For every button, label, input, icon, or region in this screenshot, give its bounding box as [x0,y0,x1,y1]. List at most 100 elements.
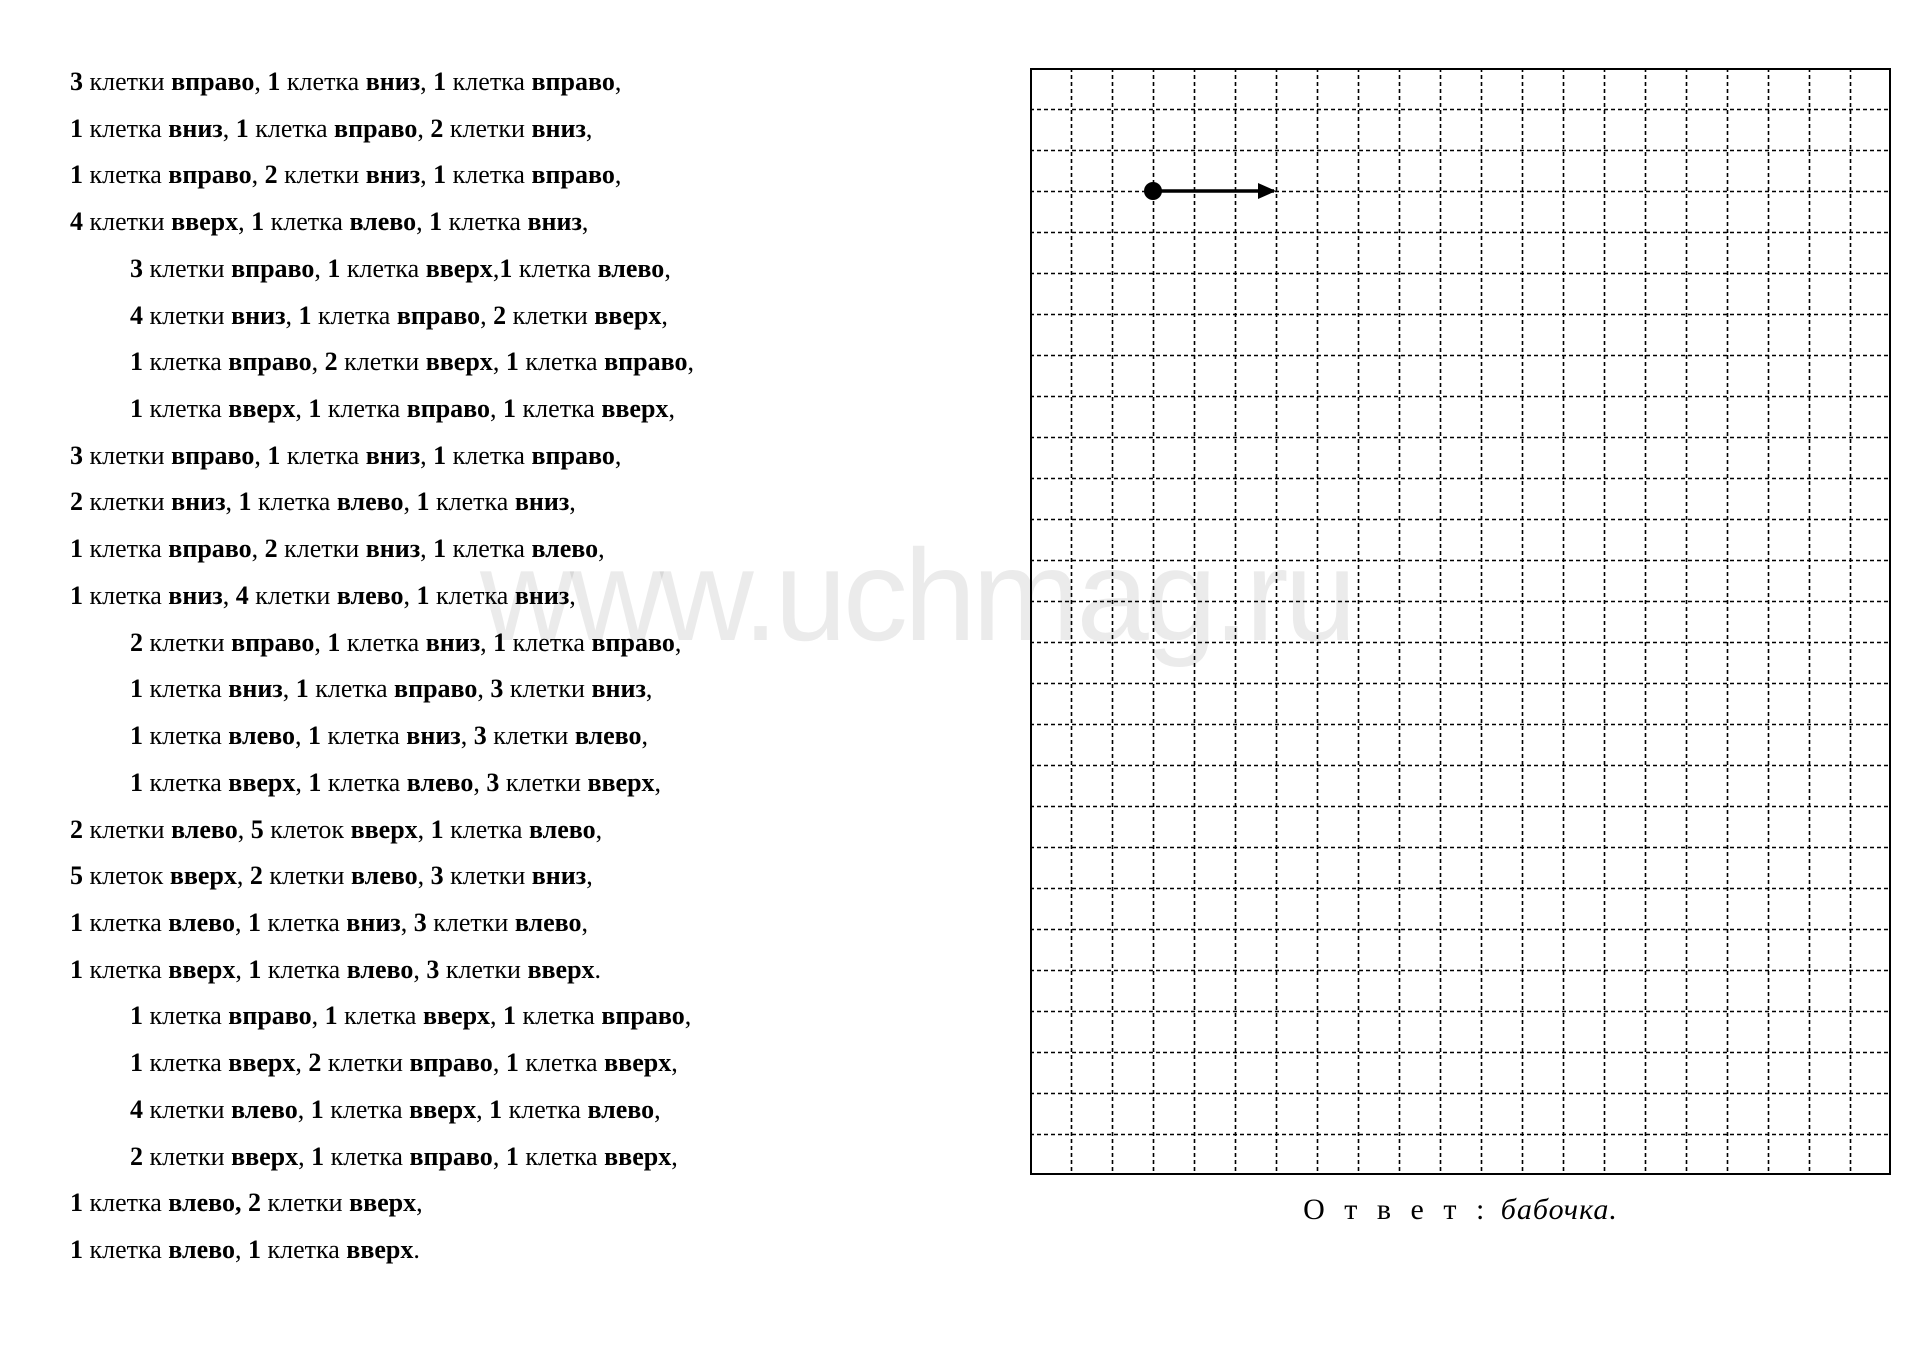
instruction-line: 4 клетки влево, 1 клетка вверх, 1 клетка… [70,1088,990,1133]
step-direction: вверх [594,301,661,330]
step-count: 4 [130,1095,143,1124]
instruction-line: 1 клетка вниз, 1 клетка вправо, 2 клетки… [70,107,990,152]
instruction-line: 2 клетки вверх, 1 клетка вправо, 1 клетк… [70,1135,990,1180]
step-count: 3 [490,674,503,703]
step-count: 1 [70,1235,83,1264]
step-direction: вниз [366,534,420,563]
step-direction: вправо [231,254,314,283]
step-direction: вниз [406,721,460,750]
answer-line: О т в е т : бабочка. [1303,1193,1618,1227]
step-count: 1 [239,487,252,516]
step-count: 1 [130,347,143,376]
step-count: 3 [70,67,83,96]
step-direction: влево [575,721,642,750]
step-direction: вправо [168,160,251,189]
step-direction: вверх [604,1142,671,1171]
step-count: 1 [267,441,280,470]
step-direction: вправо [171,67,254,96]
step-direction: влево [337,487,404,516]
step-direction: вниз [591,674,645,703]
step-count: 2 [493,301,506,330]
step-direction: вверх [228,768,295,797]
step-direction: вверх [170,861,237,890]
step-count: 3 [486,768,499,797]
step-count: 1 [130,768,143,797]
step-count: 1 [248,1235,261,1264]
step-direction: вверх [349,1188,416,1217]
step-direction: вправо [231,628,314,657]
step-count: 1 [503,394,516,423]
step-count: 1 [308,721,321,750]
step-count: 1 [70,160,83,189]
step-direction: вправо [394,674,477,703]
step-direction: вправо [407,394,490,423]
step-count: 1 [433,67,446,96]
instruction-line: 3 клетки вправо, 1 клетка вниз, 1 клетка… [70,434,990,479]
step-count: 1 [506,1048,519,1077]
step-direction: вниз [231,301,285,330]
step-count: 1 [308,768,321,797]
step-direction: вверх [601,394,668,423]
step-count: 3 [431,861,444,890]
instruction-line: 3 клетки вправо, 1 клетка вверх,1 клетка… [70,247,990,292]
step-direction: влево [515,908,582,937]
step-direction: вправо [531,67,614,96]
step-count: 1 [70,1188,83,1217]
step-direction: вверх [346,1235,413,1264]
step-direction: вправо [409,1048,492,1077]
step-count: 1 [130,1001,143,1030]
step-count: 4 [70,207,83,236]
grid-frame [1031,69,1891,1175]
step-direction: вниз [532,861,586,890]
instruction-line: 1 клетка вправо, 2 клетки вверх, 1 клетк… [70,340,990,385]
step-count: 1 [433,160,446,189]
step-count: 1 [433,534,446,563]
instruction-line: 1 клетка вправо, 2 клетки вниз, 1 клетка… [70,153,990,198]
step-count: 1 [327,254,340,283]
step-direction: вниз [515,487,569,516]
step-direction: вниз [346,908,400,937]
step-count: 1 [327,628,340,657]
step-count: 1 [489,1095,502,1124]
step-count: 1 [130,674,143,703]
start-arrow-head [1258,183,1276,199]
step-direction: влево [531,534,598,563]
instruction-line: 1 клетка вверх, 1 клетка вправо, 1 клетк… [70,387,990,432]
instruction-line: 1 клетка влево, 2 клетки вверх, [70,1181,990,1226]
step-direction: вправо [334,114,417,143]
grid-panel: О т в е т : бабочка. [1030,60,1891,1227]
step-direction: вниз [515,581,569,610]
step-direction: вправо [228,347,311,376]
step-count: 1 [70,534,83,563]
step-count: 5 [70,861,83,890]
step-count: 2 [250,861,263,890]
step-direction: вправо [591,628,674,657]
step-direction: вправо [228,1001,311,1030]
step-count: 1 [299,301,312,330]
step-direction: вверх [231,1142,298,1171]
step-direction: влево [337,581,404,610]
instruction-line: 1 клетка вниз, 4 клетки влево, 1 клетка … [70,574,990,619]
step-direction: вправо [604,347,687,376]
step-direction: вверх [171,207,238,236]
answer-value: бабочка. [1501,1193,1618,1226]
instruction-line: 3 клетки вправо, 1 клетка вниз, 1 клетка… [70,60,990,105]
instruction-line: 1 клетка вправо, 1 клетка вверх, 1 клетк… [70,994,990,1039]
step-direction: вверх [587,768,654,797]
step-count: 5 [251,815,264,844]
step-direction: влево [349,207,416,236]
step-direction: вверх [426,254,493,283]
step-count: 1 [296,674,309,703]
step-count: 1 [267,67,280,96]
step-direction: вверх [423,1001,490,1030]
step-direction: вверх [426,347,493,376]
instruction-line: 1 клетка вправо, 2 клетки вниз, 1 клетка… [70,527,990,572]
step-count: 2 [130,628,143,657]
step-direction: вправо [168,534,251,563]
step-direction: вверх [228,394,295,423]
step-count: 1 [236,114,249,143]
step-count: 3 [474,721,487,750]
instruction-list: 3 клетки вправо, 1 клетка вниз, 1 клетка… [70,60,990,1275]
step-direction: вправо [171,441,254,470]
instruction-line: 1 клетка вверх, 2 клетки вправо, 1 клетк… [70,1041,990,1086]
